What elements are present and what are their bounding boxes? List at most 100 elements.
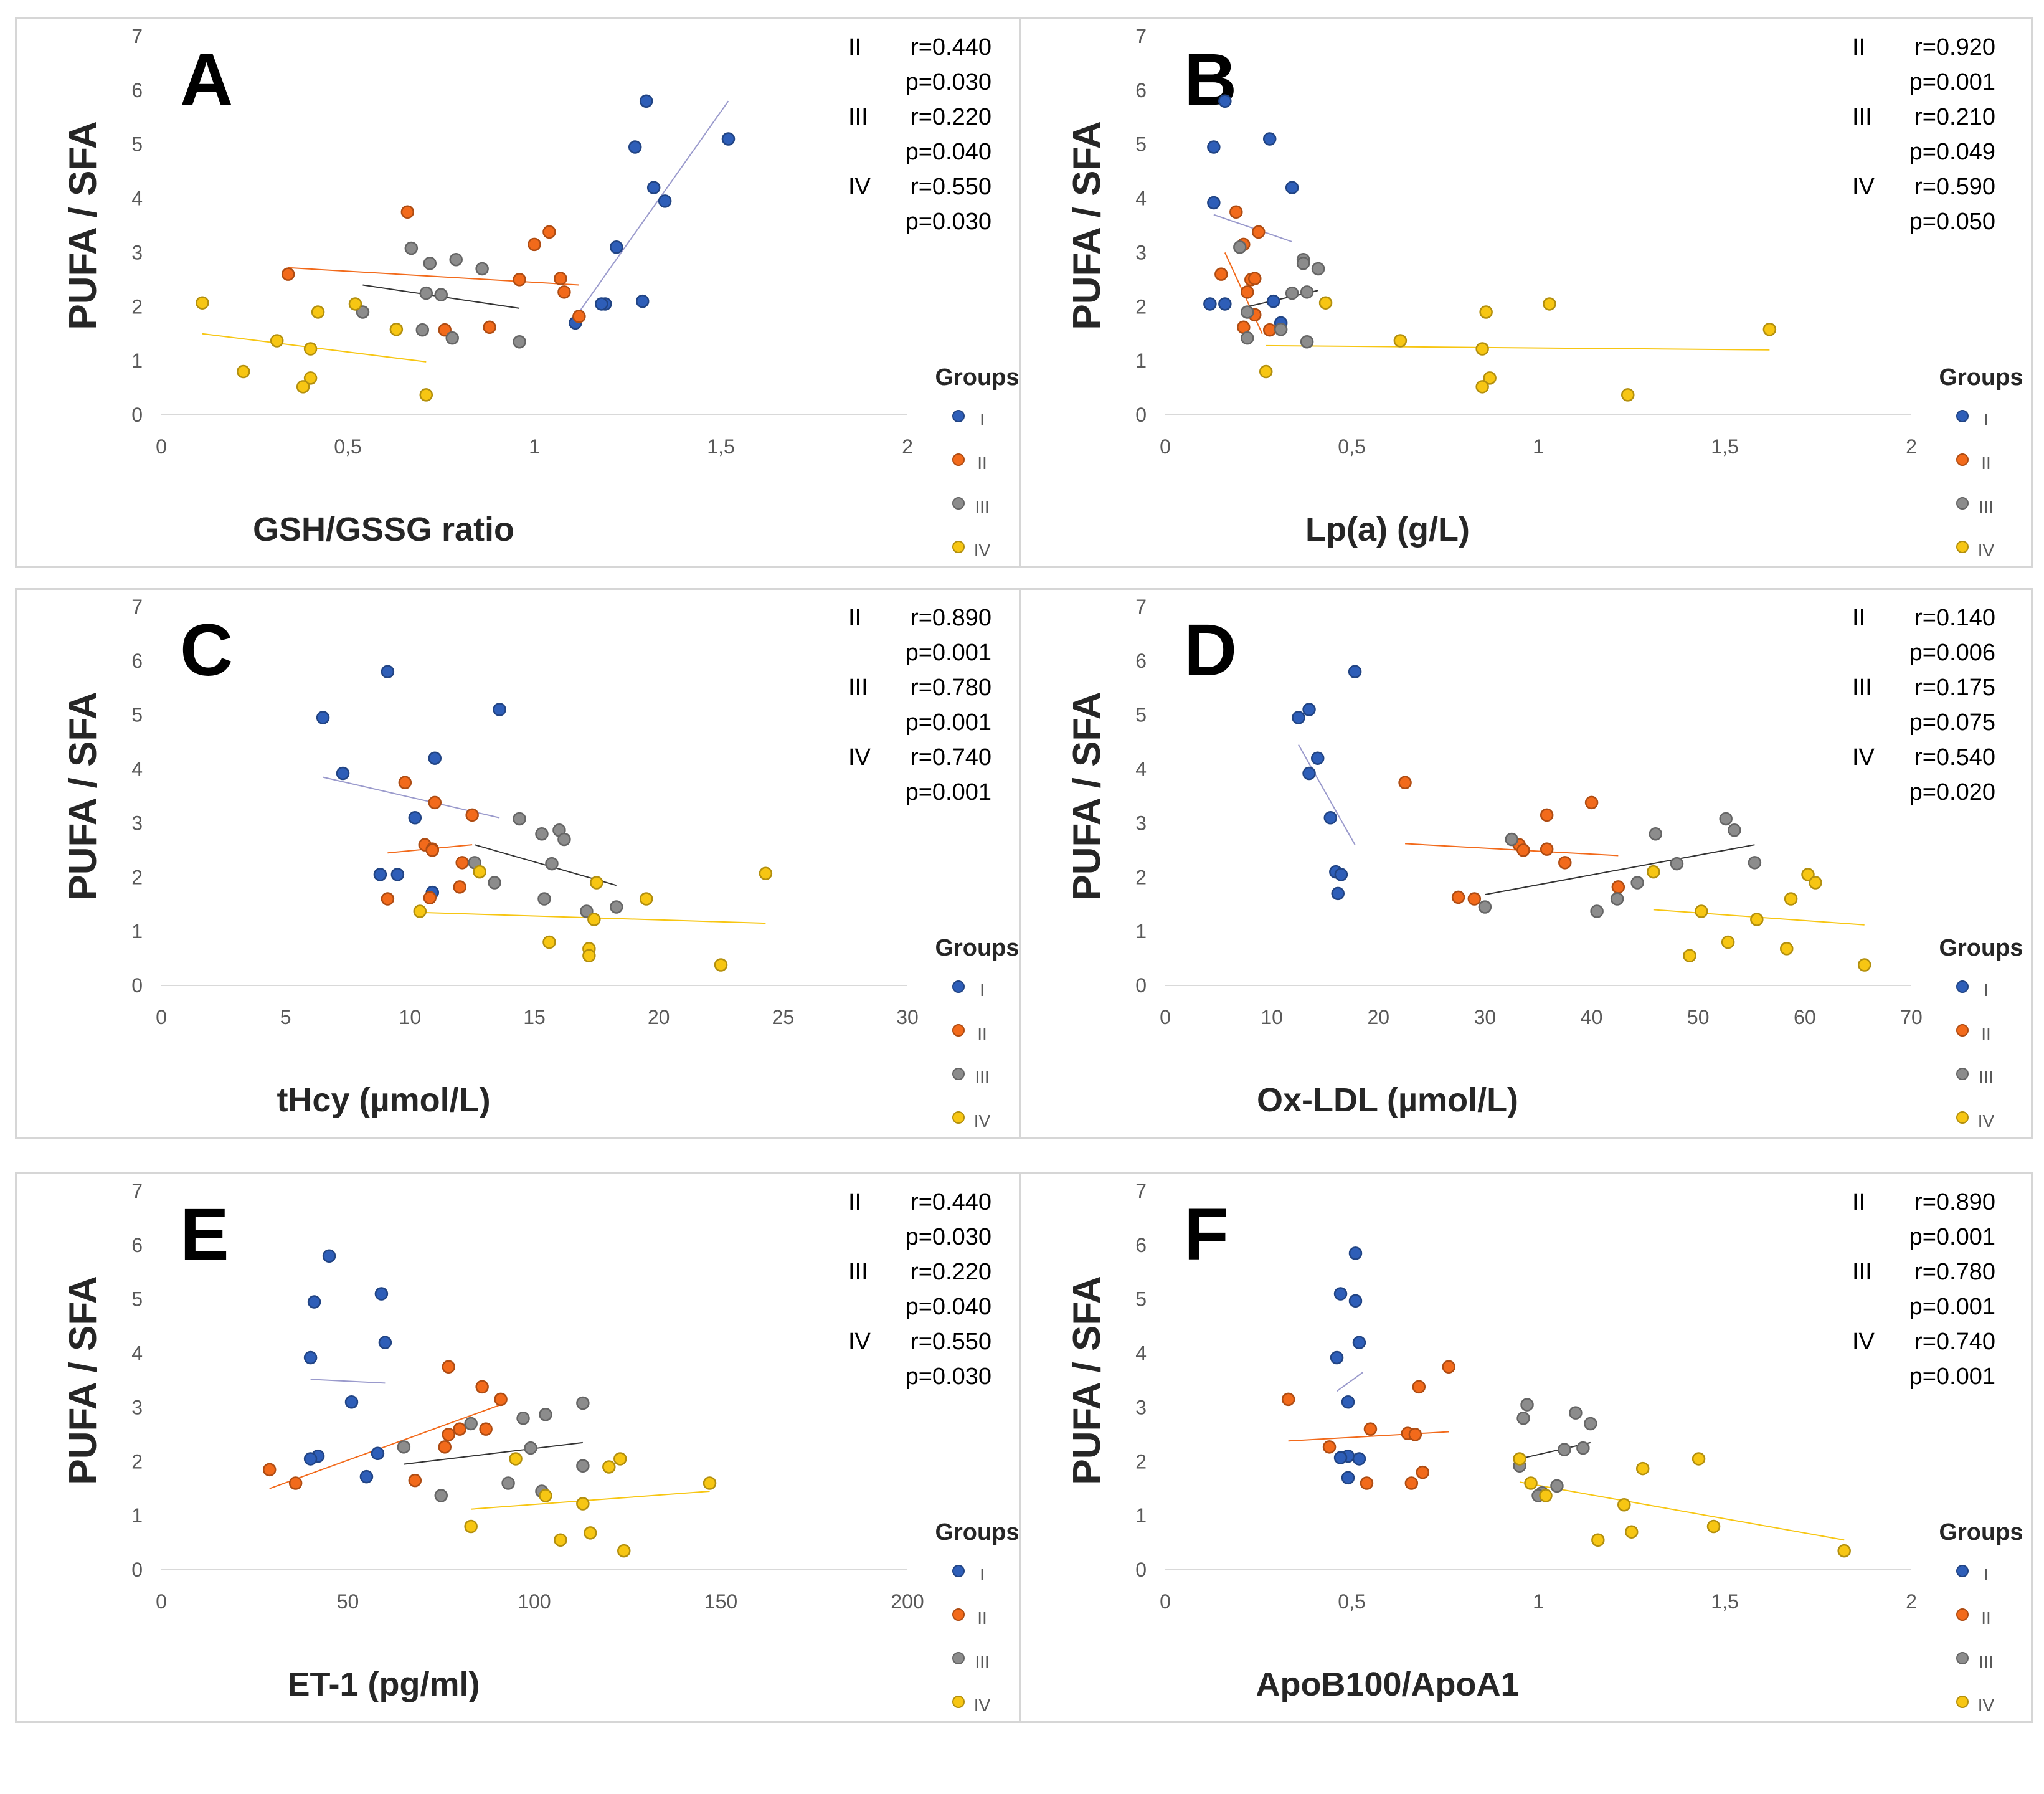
legend-label-iv: IV [1978, 1696, 1995, 1715]
legend-label-iv: IV [974, 1696, 991, 1715]
legend-label-i: I [980, 1565, 985, 1584]
stat-group-label: IV [1852, 1329, 1875, 1355]
data-point-i [408, 810, 422, 825]
stat-group-label: II [848, 1189, 861, 1215]
data-point-iii [1719, 812, 1733, 826]
data-point-iii [1516, 1412, 1530, 1425]
data-point-iv [582, 949, 596, 962]
legend-label-iv: IV [1978, 541, 1995, 560]
data-point-i [1341, 1471, 1355, 1485]
chart-panel-c: 0 1 2 3 4 5 6 7 0 5 10 15 20 25 30 PUFA / SFA tHcy (µmol… [15, 588, 1029, 1139]
y-tick-label: 7 [131, 596, 143, 618]
stat-group-label: III [1852, 1259, 1872, 1285]
data-point-iii [419, 286, 433, 300]
data-point-iv [1483, 371, 1497, 385]
chart-panel-e: 0 1 2 3 4 5 6 7 0 50 100 150 200 PUFA / SFA ET-1 (pg/m… [15, 1172, 1029, 1723]
data-point-ii [1281, 1392, 1295, 1407]
x-tick-label: 200 [891, 1590, 924, 1613]
legend-label-i: I [980, 410, 985, 429]
legend-label-iii: III [1979, 1652, 1993, 1671]
data-point-ii [1540, 808, 1554, 822]
data-point-iii [1649, 827, 1663, 841]
data-point-iv [464, 1519, 478, 1534]
data-point-ii [1558, 856, 1572, 870]
x-tick-label: 1 [529, 435, 540, 458]
x-tick-label: 60 [1794, 1006, 1816, 1028]
y-tick-label: 0 [1135, 974, 1147, 997]
data-point-ii [1363, 1422, 1378, 1436]
stat-p-value: p=0.001 [906, 710, 991, 736]
data-point-ii [408, 1473, 422, 1488]
stat-group-label: II [1852, 34, 1865, 60]
data-point-i [1331, 886, 1345, 901]
data-point-ii [428, 795, 442, 810]
data-point-ii [288, 1476, 303, 1490]
data-point-ii [542, 225, 556, 239]
data-point-i [1333, 1451, 1348, 1464]
y-tick-label: 4 [131, 1342, 143, 1365]
stat-group-label: II [848, 34, 861, 60]
data-point-iii [404, 241, 419, 255]
stat-group-label: IV [1852, 174, 1875, 200]
data-point-iii [576, 1459, 590, 1473]
data-point-iii [1241, 331, 1254, 345]
data-point-iii [1285, 286, 1299, 300]
data-point-iv [473, 865, 486, 879]
stat-p-value: p=0.050 [1909, 209, 1995, 235]
data-point-ii [425, 843, 440, 857]
x-tick-label: 15 [523, 1006, 546, 1028]
legend-label-iv: IV [974, 1111, 991, 1131]
data-point-iv [1801, 868, 1815, 881]
legend-label-iv: IV [974, 541, 991, 560]
data-point-i [1285, 181, 1299, 194]
data-point-iii [1569, 1406, 1583, 1420]
x-tick-label: 5 [280, 1006, 291, 1028]
stat-r-value: r=0.440 [911, 1189, 991, 1215]
data-point-iv [554, 1533, 567, 1547]
data-point-iv [590, 876, 603, 890]
panel-letter: E [180, 1194, 229, 1276]
x-tick-label: 2 [1906, 1590, 1917, 1613]
data-point-iv [1762, 323, 1777, 336]
data-point-iii [423, 257, 437, 270]
data-point-iii [1590, 904, 1604, 918]
y-axis-label: PUFA / SFA [62, 691, 105, 900]
data-point-iv [1721, 935, 1735, 949]
stat-p-value: p=0.040 [906, 1294, 991, 1320]
y-tick-label: 1 [131, 349, 143, 372]
stat-r-value: r=0.780 [911, 675, 991, 701]
data-point-ii [438, 323, 452, 337]
legend-label-i: I [1984, 410, 1989, 429]
x-axis-label: GSH/GSSG ratio [253, 511, 514, 548]
stat-p-value: p=0.001 [1909, 1224, 1995, 1250]
y-tick-label: 4 [1135, 1342, 1147, 1365]
data-point-ii [1442, 1360, 1455, 1374]
y-tick-label: 6 [131, 79, 143, 102]
data-point-iv [602, 1460, 616, 1474]
legend-label-i: I [1984, 980, 1989, 1000]
data-point-iv [1543, 297, 1556, 311]
data-point-i [1218, 297, 1232, 311]
data-point-ii [1408, 1428, 1422, 1441]
y-tick-label: 2 [1135, 1450, 1147, 1473]
data-point-ii [438, 1440, 452, 1454]
y-tick-label: 0 [1135, 1559, 1147, 1581]
y-tick-label: 7 [131, 1180, 143, 1202]
data-point-ii [1611, 880, 1625, 894]
legend-marker-ii [1956, 1608, 1969, 1621]
y-tick-label: 1 [1135, 920, 1147, 942]
data-point-i [721, 132, 736, 146]
legend-marker-i [952, 410, 965, 422]
y-tick-label: 3 [1135, 1396, 1147, 1418]
panel-frame [1019, 588, 2033, 1139]
data-point-iv [303, 371, 318, 385]
stat-r-value: r=0.550 [911, 174, 991, 200]
data-point-iv [759, 866, 773, 880]
data-point-ii [483, 320, 496, 335]
trendline-iv [1266, 344, 1770, 351]
panel-letter: D [1184, 609, 1237, 691]
data-point-i [378, 1336, 392, 1349]
y-tick-label: 2 [131, 866, 143, 888]
trendline-i [1336, 1372, 1364, 1392]
